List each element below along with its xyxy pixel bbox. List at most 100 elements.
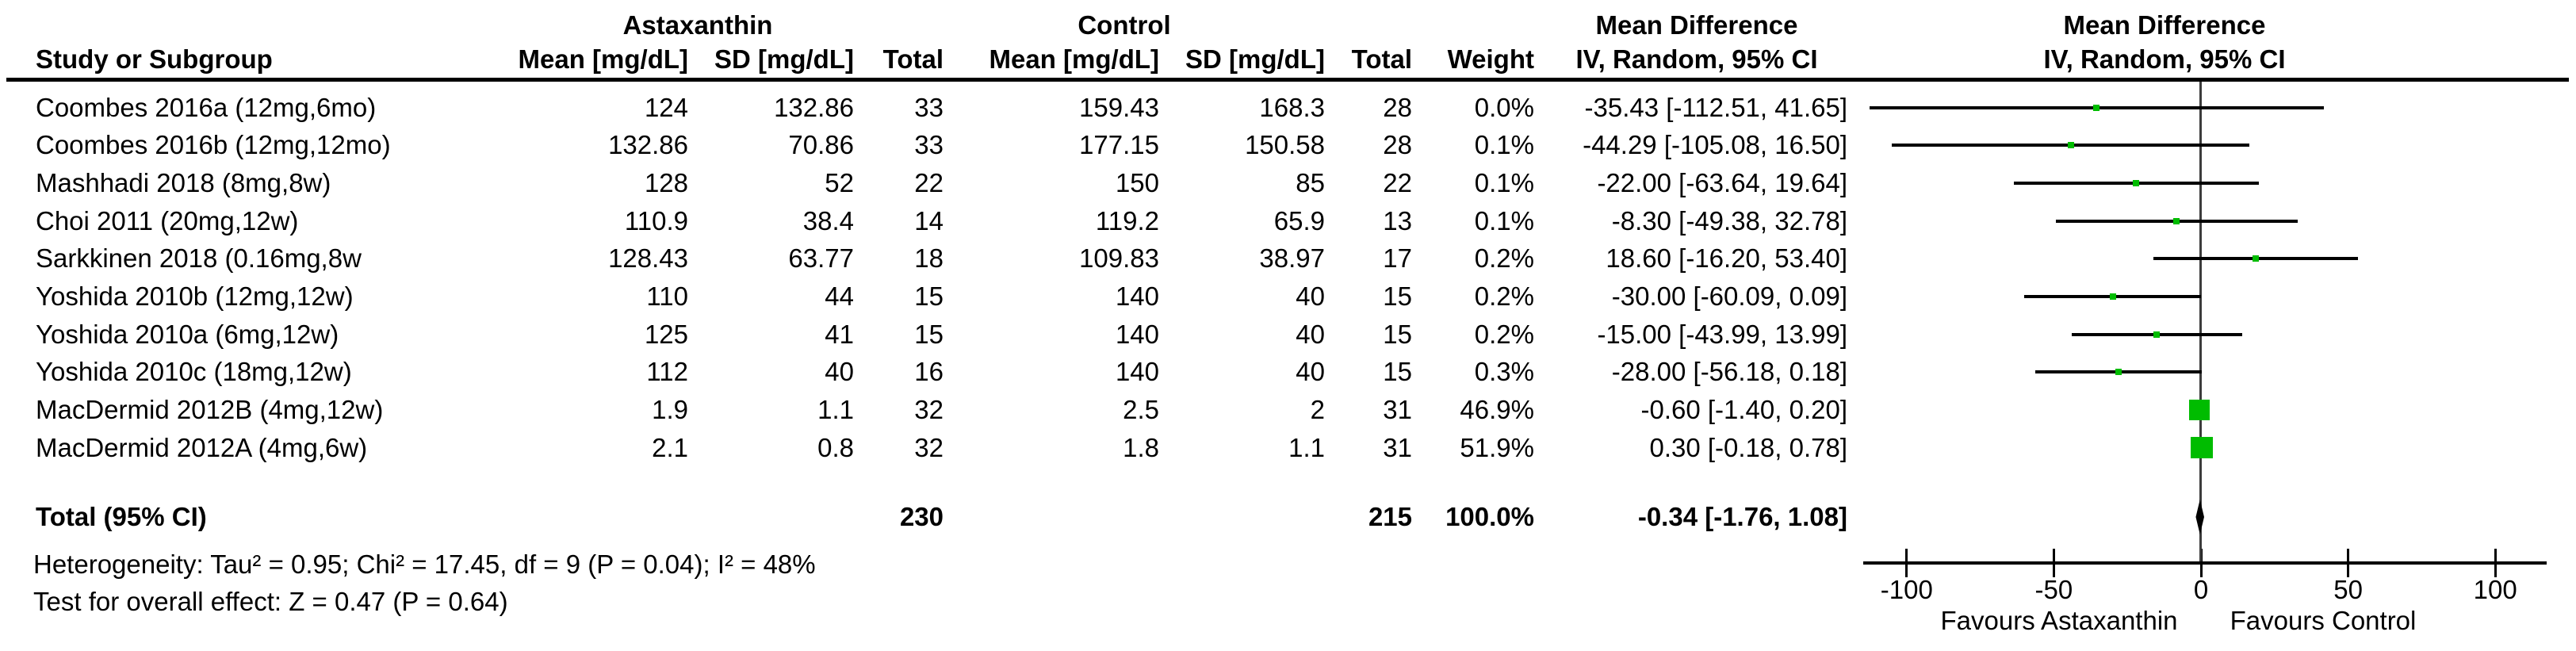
zero-effect-line	[2199, 82, 2202, 563]
cell-total2: 15	[1383, 357, 1412, 387]
cell-mean1: 124	[644, 92, 688, 122]
cell-mean2: 140	[1115, 319, 1159, 349]
cell-sd1: 132.86	[774, 92, 854, 122]
cell-sd2: 168.3	[1259, 92, 1325, 122]
col-header-total-control: Total	[1351, 44, 1412, 74]
study-label: Mashhadi 2018 (8mg,8w)	[36, 167, 331, 197]
cell-weight: 46.9%	[1460, 395, 1534, 425]
total-row-label: Total (95% CI)	[36, 502, 207, 531]
cell-ci_text: -28.00 [-56.18, 0.18]	[1611, 357, 1847, 387]
study-label: Yoshida 2010c (18mg,12w)	[36, 357, 352, 387]
cell-total1: 18	[914, 243, 944, 274]
cell-total1: 16	[914, 357, 944, 387]
overall-effect-test: Test for overall effect: Z = 0.47 (P = 0…	[33, 587, 508, 616]
cell-total1: 33	[914, 92, 944, 122]
cell-sd2: 150.58	[1245, 130, 1325, 160]
cell-total1: 15	[914, 281, 944, 311]
cell-sd1: 40	[825, 357, 854, 387]
study-label: MacDermid 2012A (4mg,6w)	[36, 432, 368, 462]
cell-mean1: 2.1	[652, 432, 688, 462]
axis-tick-label: 100	[2473, 575, 2517, 604]
col-header-study: Study or Subgroup	[36, 44, 273, 74]
cell-sd1: 44	[825, 281, 854, 311]
cell-total2: 15	[1383, 281, 1412, 311]
cell-total2: 28	[1383, 130, 1412, 160]
cell-mean2: 140	[1115, 357, 1159, 387]
col-header-total-treatment: Total	[882, 44, 944, 74]
total-n-control: 215	[1368, 502, 1412, 531]
cell-total1: 33	[914, 130, 944, 160]
cell-sd1: 41	[825, 319, 854, 349]
study-label: MacDermid 2012B (4mg,12w)	[36, 395, 384, 425]
cell-ci_text: -15.00 [-43.99, 13.99]	[1597, 319, 1847, 349]
cell-weight: 0.1%	[1474, 205, 1534, 236]
favours-control-label: Favours Control	[2230, 606, 2417, 635]
cell-weight: 0.0%	[1474, 92, 1534, 122]
effect-marker	[2191, 437, 2213, 459]
effect-marker	[2153, 331, 2161, 338]
cell-sd1: 1.1	[817, 395, 854, 425]
x-axis-line	[1863, 561, 2547, 565]
cell-mean2: 1.8	[1123, 432, 1159, 462]
cell-total2: 22	[1383, 167, 1412, 197]
cell-total2: 28	[1383, 92, 1412, 122]
cell-mean1: 128.43	[608, 243, 688, 274]
study-label: Sarkkinen 2018 (0.16mg,8w	[36, 243, 362, 274]
cell-weight: 51.9%	[1460, 432, 1534, 462]
study-label: Yoshida 2010a (6mg,12w)	[36, 319, 339, 349]
mean-difference-plot-header: Mean Difference	[2063, 10, 2266, 40]
cell-weight: 0.2%	[1474, 281, 1534, 311]
cell-mean1: 110.9	[624, 205, 688, 236]
cell-sd2: 40	[1296, 281, 1325, 311]
cell-mean2: 159.43	[1079, 92, 1159, 122]
total-n-treatment: 230	[899, 502, 944, 531]
study-label: Coombes 2016a (12mg,6mo)	[36, 92, 377, 122]
mean-difference-table-header: Mean Difference	[1595, 10, 1798, 40]
cell-mean2: 177.15	[1079, 130, 1159, 160]
cell-mean1: 1.9	[652, 395, 688, 425]
favours-treatment-label: Favours Astaxanthin	[1940, 606, 2178, 635]
cell-sd1: 52	[825, 167, 854, 197]
cell-mean2: 119.2	[1095, 205, 1159, 236]
effect-marker	[2253, 255, 2260, 262]
cell-mean2: 109.83	[1079, 243, 1159, 274]
cell-total2: 15	[1383, 319, 1412, 349]
treatment-group-header: Astaxanthin	[622, 10, 773, 40]
col-header-sd-control: SD [mg/dL]	[1185, 44, 1325, 74]
col-header-sd-treatment: SD [mg/dL]	[714, 44, 854, 74]
col-header-ci-plot: IV, Random, 95% CI	[2043, 44, 2286, 74]
cell-ci_text: -0.60 [-1.40, 0.20]	[1640, 395, 1847, 425]
cell-sd2: 85	[1296, 167, 1325, 197]
cell-mean1: 132.86	[608, 130, 688, 160]
cell-sd1: 70.86	[788, 130, 854, 160]
cell-sd2: 2	[1310, 395, 1325, 425]
cell-mean1: 128	[644, 167, 688, 197]
cell-mean1: 112	[646, 357, 688, 387]
cell-total1: 32	[914, 395, 944, 425]
cell-sd1: 63.77	[788, 243, 854, 274]
cell-total2: 17	[1383, 243, 1412, 274]
col-header-mean-control: Mean [mg/dL]	[989, 44, 1159, 74]
effect-marker	[2093, 104, 2100, 111]
effect-marker	[2173, 217, 2180, 224]
cell-ci_text: -35.43 [-112.51, 41.65]	[1584, 92, 1847, 122]
control-group-header: Control	[1077, 10, 1171, 40]
total-weight: 100.0%	[1445, 502, 1534, 531]
col-header-mean-treatment: Mean [mg/dL]	[518, 44, 688, 74]
cell-total2: 31	[1383, 432, 1412, 462]
pooled-effect-diamond	[2195, 500, 2204, 534]
cell-ci_text: -8.30 [-49.38, 32.78]	[1611, 205, 1847, 236]
axis-tick-label: 50	[2333, 575, 2363, 604]
header-rule	[6, 78, 2569, 82]
cell-mean1: 110	[646, 281, 688, 311]
cell-weight: 0.2%	[1474, 319, 1534, 349]
cell-ci_text: -22.00 [-63.64, 19.64]	[1597, 167, 1847, 197]
cell-weight: 0.2%	[1474, 243, 1534, 274]
cell-total2: 13	[1383, 205, 1412, 236]
cell-weight: 0.3%	[1474, 357, 1534, 387]
col-header-weight: Weight	[1447, 44, 1534, 74]
col-header-ci-table: IV, Random, 95% CI	[1575, 44, 1818, 74]
cell-ci_text: -44.29 [-105.08, 16.50]	[1583, 130, 1847, 160]
axis-tick-label: -100	[1880, 575, 1933, 604]
